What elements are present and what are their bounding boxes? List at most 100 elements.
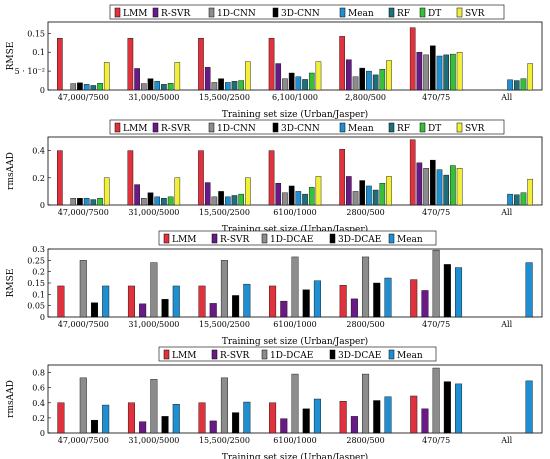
bar-lmm-47-000-7500 <box>57 285 65 318</box>
bar-3d-dcae-6100-1000 <box>302 408 310 434</box>
bar-mean-31-000-5000 <box>172 285 180 318</box>
bar-lmm-470-75 <box>410 279 418 318</box>
y-tick-label: 0.2 <box>32 414 45 423</box>
bar-r-svr-6100-1000 <box>275 183 282 206</box>
legend-label-lmm: LMM <box>172 351 196 361</box>
y-tick-label: 0.2 <box>32 174 45 183</box>
x-axis-label: Training set size (Urban/Jasper) <box>222 452 368 459</box>
bar-mean-6100-1000 <box>295 191 302 206</box>
bar-3d-dcae-15-500-2500 <box>232 295 240 318</box>
x-tick-label: 470/75 <box>422 93 450 102</box>
x-axis-label: Training set size (Urban/Jasper) <box>222 336 368 347</box>
bar-lmm-15-500-2500 <box>198 38 204 91</box>
legend-swatch-r-svr <box>211 233 218 244</box>
legend-swatch-lmm <box>163 349 170 360</box>
bar-dt-47-000-7500 <box>97 197 103 206</box>
bar-mean-6100-1000 <box>313 280 321 318</box>
bar-rf-2800-500 <box>372 189 379 206</box>
chart-panel-3: LMM R-SVR 1D-DCAE 3D-DCAE Mean 0 0.05 0.1 0.15 0.… <box>6 230 543 347</box>
bar-mean-31-000-5000 <box>154 196 161 206</box>
bar-mean-all <box>507 79 513 91</box>
y-tick-label: 0.15 <box>27 279 45 288</box>
x-tick-label: 6,100/1000 <box>272 93 318 102</box>
bar-r-svr-31-000-5000 <box>134 184 140 206</box>
legend-label-r-svr: R-SVR <box>161 124 190 134</box>
x-tick-label: 2,800/500 <box>345 93 386 102</box>
bar-r-svr-470-75 <box>416 162 423 206</box>
legend-label-svr: SVR <box>465 9 485 19</box>
bar-lmm-15-500-2500 <box>198 402 206 434</box>
bar-mean-6100-1000 <box>313 398 321 434</box>
legend-swatch-rf <box>388 122 395 133</box>
bar-1d-cnn-31-000-5000 <box>141 83 147 91</box>
bar-rf-all <box>513 194 520 206</box>
bar-rf-15-500-2500 <box>231 81 238 91</box>
bar-r-svr-15-500-2500 <box>204 182 211 206</box>
bar-lmm-470-75 <box>409 27 416 91</box>
bar-svr-all <box>527 63 533 91</box>
bar-rf-2-800-500 <box>372 74 379 91</box>
bar-mean-2800-500 <box>384 277 392 318</box>
bar-rf-31-000-5000 <box>161 84 167 91</box>
bar-lmm-470-75 <box>410 395 418 434</box>
bar-3d-dcae-15-500-2500 <box>232 412 240 434</box>
x-tick-label: 47,000/7500 <box>58 436 109 445</box>
x-axis-label: Training set size (Urban/Jasper) <box>222 224 368 235</box>
x-tick-label: 6100/1000 <box>273 320 316 329</box>
bar-r-svr-470-75 <box>421 290 429 318</box>
legend-swatch-3d-cnn <box>272 122 279 133</box>
bar-svr-6100-1000 <box>315 176 322 206</box>
bar-lmm-2-800-500 <box>339 36 345 91</box>
bar-1d-dcae-470-75 <box>432 249 440 318</box>
bar-lmm-31-000-5000 <box>127 402 135 434</box>
y-tick-label: 5 · 10⁻² <box>15 67 45 76</box>
legend-swatch-1d-dcae <box>261 233 268 244</box>
bar-3d-cnn-31-000-5000 <box>147 192 154 206</box>
bar-mean-15-500-2500 <box>243 401 251 434</box>
bar-1d-cnn-15-500-2500 <box>211 82 218 91</box>
legend-label-mean: Mean <box>397 351 423 361</box>
chart-panel-4: LMM R-SVR 1D-DCAE 3D-DCAE Mean 0 0.2 0.4 0.6 0.8 r… <box>6 346 543 459</box>
legend-label-dt: DT <box>428 9 441 19</box>
legend: LMM R-SVR 1D-DCAE 3D-DCAE Mean <box>158 230 437 246</box>
bar-svr-15-500-2500 <box>245 177 251 206</box>
bar-rf-47-000-7500 <box>90 85 97 91</box>
bar-r-svr-15-500-2500 <box>204 67 211 91</box>
bar-mean-all <box>525 380 533 434</box>
bar-mean-15-500-2500 <box>243 283 251 318</box>
bar-1d-dcae-47-000-7500 <box>79 377 87 434</box>
bar-1d-cnn-15-500-2500 <box>211 196 218 206</box>
legend-swatch-lmm <box>114 7 121 18</box>
bar-3d-cnn-470-75 <box>429 45 436 91</box>
bar-lmm-15-500-2500 <box>198 150 204 206</box>
x-tick-label: 2800/500 <box>346 320 384 329</box>
bar-r-svr-15-500-2500 <box>209 420 217 434</box>
bar-mean-47-000-7500 <box>102 285 110 318</box>
chart-panel-1: LMM R-SVR 1D-CNN 3D-CNN Mean RF DT SVR 0 5 · 10⁻²… <box>6 4 543 120</box>
bar-1d-dcae-31-000-5000 <box>150 379 158 434</box>
legend-label-dt: DT <box>428 124 441 134</box>
legend-label-3d-dcae: 3D-DCAE <box>338 235 381 245</box>
legend-label-svr: SVR <box>465 124 485 134</box>
y-tick-label: 0.3 <box>32 245 45 254</box>
x-tick-label: 15,500/2500 <box>199 320 250 329</box>
legend-swatch-3d-dcae <box>329 349 336 360</box>
bar-3d-dcae-47-000-7500 <box>90 302 98 318</box>
x-tick-label: All <box>500 320 512 329</box>
legend-swatch-dt <box>419 122 426 133</box>
bar-mean-all <box>525 262 533 318</box>
legend-label-3d-dcae: 3D-DCAE <box>338 351 381 361</box>
bar-dt-31-000-5000 <box>167 196 174 206</box>
x-tick-label: 15,500/2500 <box>199 436 250 445</box>
y-tick-label: 0.25 <box>27 256 45 265</box>
bar-dt-47-000-7500 <box>97 82 103 91</box>
bar-svr-47-000-7500 <box>103 177 110 206</box>
bar-r-svr-2800-500 <box>350 416 358 434</box>
y-tick-label: 0.15 <box>27 29 45 38</box>
legend-swatch-r-svr <box>211 349 218 360</box>
bar-3d-cnn-470-75 <box>429 159 436 206</box>
x-tick-label: 31,000/5000 <box>128 436 179 445</box>
y-tick-label: 0.2 <box>32 268 45 277</box>
legend-label-lmm: LMM <box>123 124 147 134</box>
plot-frame <box>47 136 543 206</box>
